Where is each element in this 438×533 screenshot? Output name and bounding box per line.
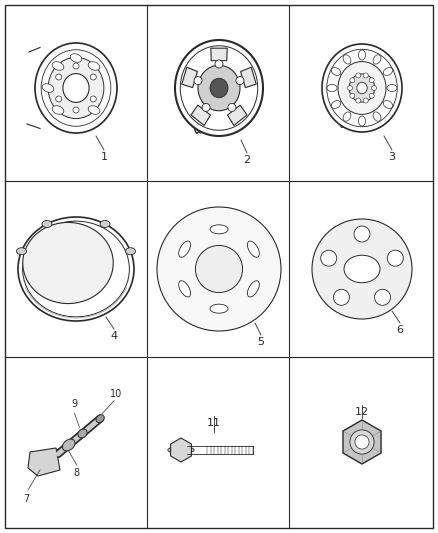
Ellipse shape — [42, 221, 52, 228]
Circle shape — [369, 78, 374, 83]
Ellipse shape — [373, 55, 381, 64]
Ellipse shape — [52, 106, 64, 114]
Circle shape — [236, 77, 244, 85]
Ellipse shape — [327, 85, 337, 92]
Ellipse shape — [343, 112, 351, 121]
Text: 5: 5 — [258, 337, 265, 347]
Polygon shape — [28, 448, 60, 476]
Ellipse shape — [52, 62, 64, 70]
Ellipse shape — [387, 85, 397, 92]
Ellipse shape — [349, 74, 375, 102]
Circle shape — [356, 98, 361, 103]
Ellipse shape — [96, 415, 104, 423]
Circle shape — [350, 78, 355, 83]
Circle shape — [202, 103, 210, 111]
Circle shape — [73, 107, 79, 113]
Text: 9: 9 — [71, 399, 78, 409]
Ellipse shape — [198, 65, 240, 111]
Circle shape — [356, 73, 361, 78]
Ellipse shape — [210, 78, 228, 98]
Text: 2: 2 — [244, 155, 251, 165]
Circle shape — [354, 226, 370, 242]
Ellipse shape — [247, 241, 259, 257]
Circle shape — [369, 93, 374, 98]
Circle shape — [371, 85, 377, 91]
Circle shape — [350, 430, 374, 454]
Polygon shape — [171, 438, 191, 462]
Ellipse shape — [373, 112, 381, 121]
Ellipse shape — [247, 281, 259, 297]
Circle shape — [73, 63, 79, 69]
Ellipse shape — [35, 43, 117, 133]
Ellipse shape — [358, 116, 365, 126]
Text: 1: 1 — [100, 152, 107, 162]
Circle shape — [363, 73, 368, 78]
Ellipse shape — [175, 40, 263, 136]
Ellipse shape — [168, 447, 194, 454]
Ellipse shape — [23, 222, 113, 304]
Ellipse shape — [100, 221, 110, 228]
Ellipse shape — [179, 241, 191, 257]
Ellipse shape — [126, 248, 135, 255]
Ellipse shape — [63, 439, 75, 451]
Circle shape — [363, 98, 368, 103]
Ellipse shape — [70, 54, 82, 62]
Ellipse shape — [210, 225, 228, 234]
Ellipse shape — [344, 255, 380, 282]
Circle shape — [157, 207, 281, 331]
Circle shape — [355, 435, 369, 449]
Ellipse shape — [88, 106, 100, 114]
Circle shape — [90, 74, 96, 80]
Polygon shape — [240, 67, 256, 87]
Circle shape — [374, 289, 391, 305]
Ellipse shape — [42, 84, 54, 92]
Text: 7: 7 — [23, 494, 29, 504]
Ellipse shape — [332, 68, 341, 76]
Circle shape — [387, 250, 403, 266]
Circle shape — [350, 93, 355, 98]
Ellipse shape — [357, 82, 367, 94]
Ellipse shape — [338, 62, 386, 115]
Polygon shape — [211, 48, 227, 61]
Text: 3: 3 — [389, 152, 396, 162]
Ellipse shape — [48, 58, 104, 119]
Ellipse shape — [78, 429, 87, 438]
Ellipse shape — [17, 248, 26, 255]
Circle shape — [90, 96, 96, 102]
Polygon shape — [191, 105, 211, 125]
Ellipse shape — [210, 304, 228, 313]
Ellipse shape — [383, 101, 392, 108]
Ellipse shape — [358, 50, 365, 60]
Circle shape — [333, 289, 350, 305]
Ellipse shape — [383, 68, 392, 76]
Circle shape — [194, 77, 202, 85]
Circle shape — [312, 219, 412, 319]
Ellipse shape — [332, 101, 341, 108]
Ellipse shape — [88, 62, 100, 70]
Polygon shape — [182, 67, 198, 87]
Ellipse shape — [322, 44, 402, 132]
Circle shape — [215, 60, 223, 68]
Text: 6: 6 — [396, 325, 403, 335]
Ellipse shape — [343, 55, 351, 64]
Text: 10: 10 — [110, 389, 122, 399]
Circle shape — [347, 85, 353, 91]
Circle shape — [321, 250, 337, 266]
Ellipse shape — [179, 281, 191, 297]
Ellipse shape — [63, 74, 89, 102]
Polygon shape — [227, 105, 247, 125]
Circle shape — [228, 103, 236, 111]
Text: 12: 12 — [355, 407, 369, 417]
Polygon shape — [343, 420, 381, 464]
Circle shape — [195, 245, 243, 293]
Text: 4: 4 — [110, 331, 117, 341]
Text: 11: 11 — [207, 418, 221, 428]
Text: 8: 8 — [74, 468, 80, 478]
Circle shape — [56, 74, 62, 80]
Circle shape — [56, 96, 62, 102]
